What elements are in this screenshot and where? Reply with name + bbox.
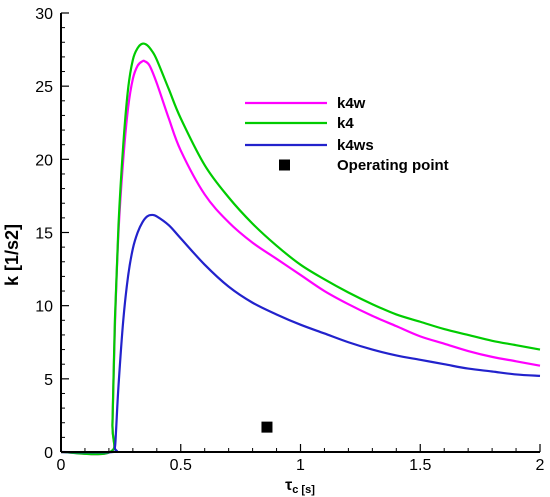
y-tick-label: 15 — [35, 226, 53, 243]
legend-label-k4w: k4w — [337, 95, 366, 112]
x-tick-label: 2 — [536, 457, 545, 474]
legend-label-operating-point: Operating point — [337, 157, 449, 174]
x-axis-title-symbol: τ — [285, 477, 292, 494]
x-axis-title: τc [s] — [285, 477, 315, 496]
legend-label-k4: k4 — [337, 115, 354, 132]
legend: k4w k4 k4ws Operating point — [245, 95, 449, 174]
y-tick-label: 25 — [35, 79, 53, 96]
y-tick-label: 30 — [35, 6, 53, 23]
y-axis-title: k [1/s2] — [2, 224, 22, 286]
x-tick-label: 0.5 — [170, 457, 192, 474]
y-tick-label: 0 — [44, 445, 53, 462]
y-tick-label: 5 — [44, 372, 53, 389]
legend-label-k4ws: k4ws — [337, 137, 374, 154]
legend-swatch-operating-point — [279, 159, 290, 171]
plot-area — [60, 42, 541, 456]
series-line-k4 — [60, 42, 541, 456]
x-tick-label: 0 — [57, 457, 66, 474]
series-line-k4ws — [60, 213, 541, 454]
y-tick-label: 20 — [35, 152, 53, 169]
series-line-k4w — [60, 59, 541, 456]
y-tick-label: 10 — [35, 299, 53, 316]
x-tick-label: 1.5 — [409, 457, 431, 474]
operating-point-marker — [261, 421, 273, 433]
x-axis-title-subscript: c [s] — [292, 484, 315, 496]
x-tick-label: 1 — [296, 457, 305, 474]
